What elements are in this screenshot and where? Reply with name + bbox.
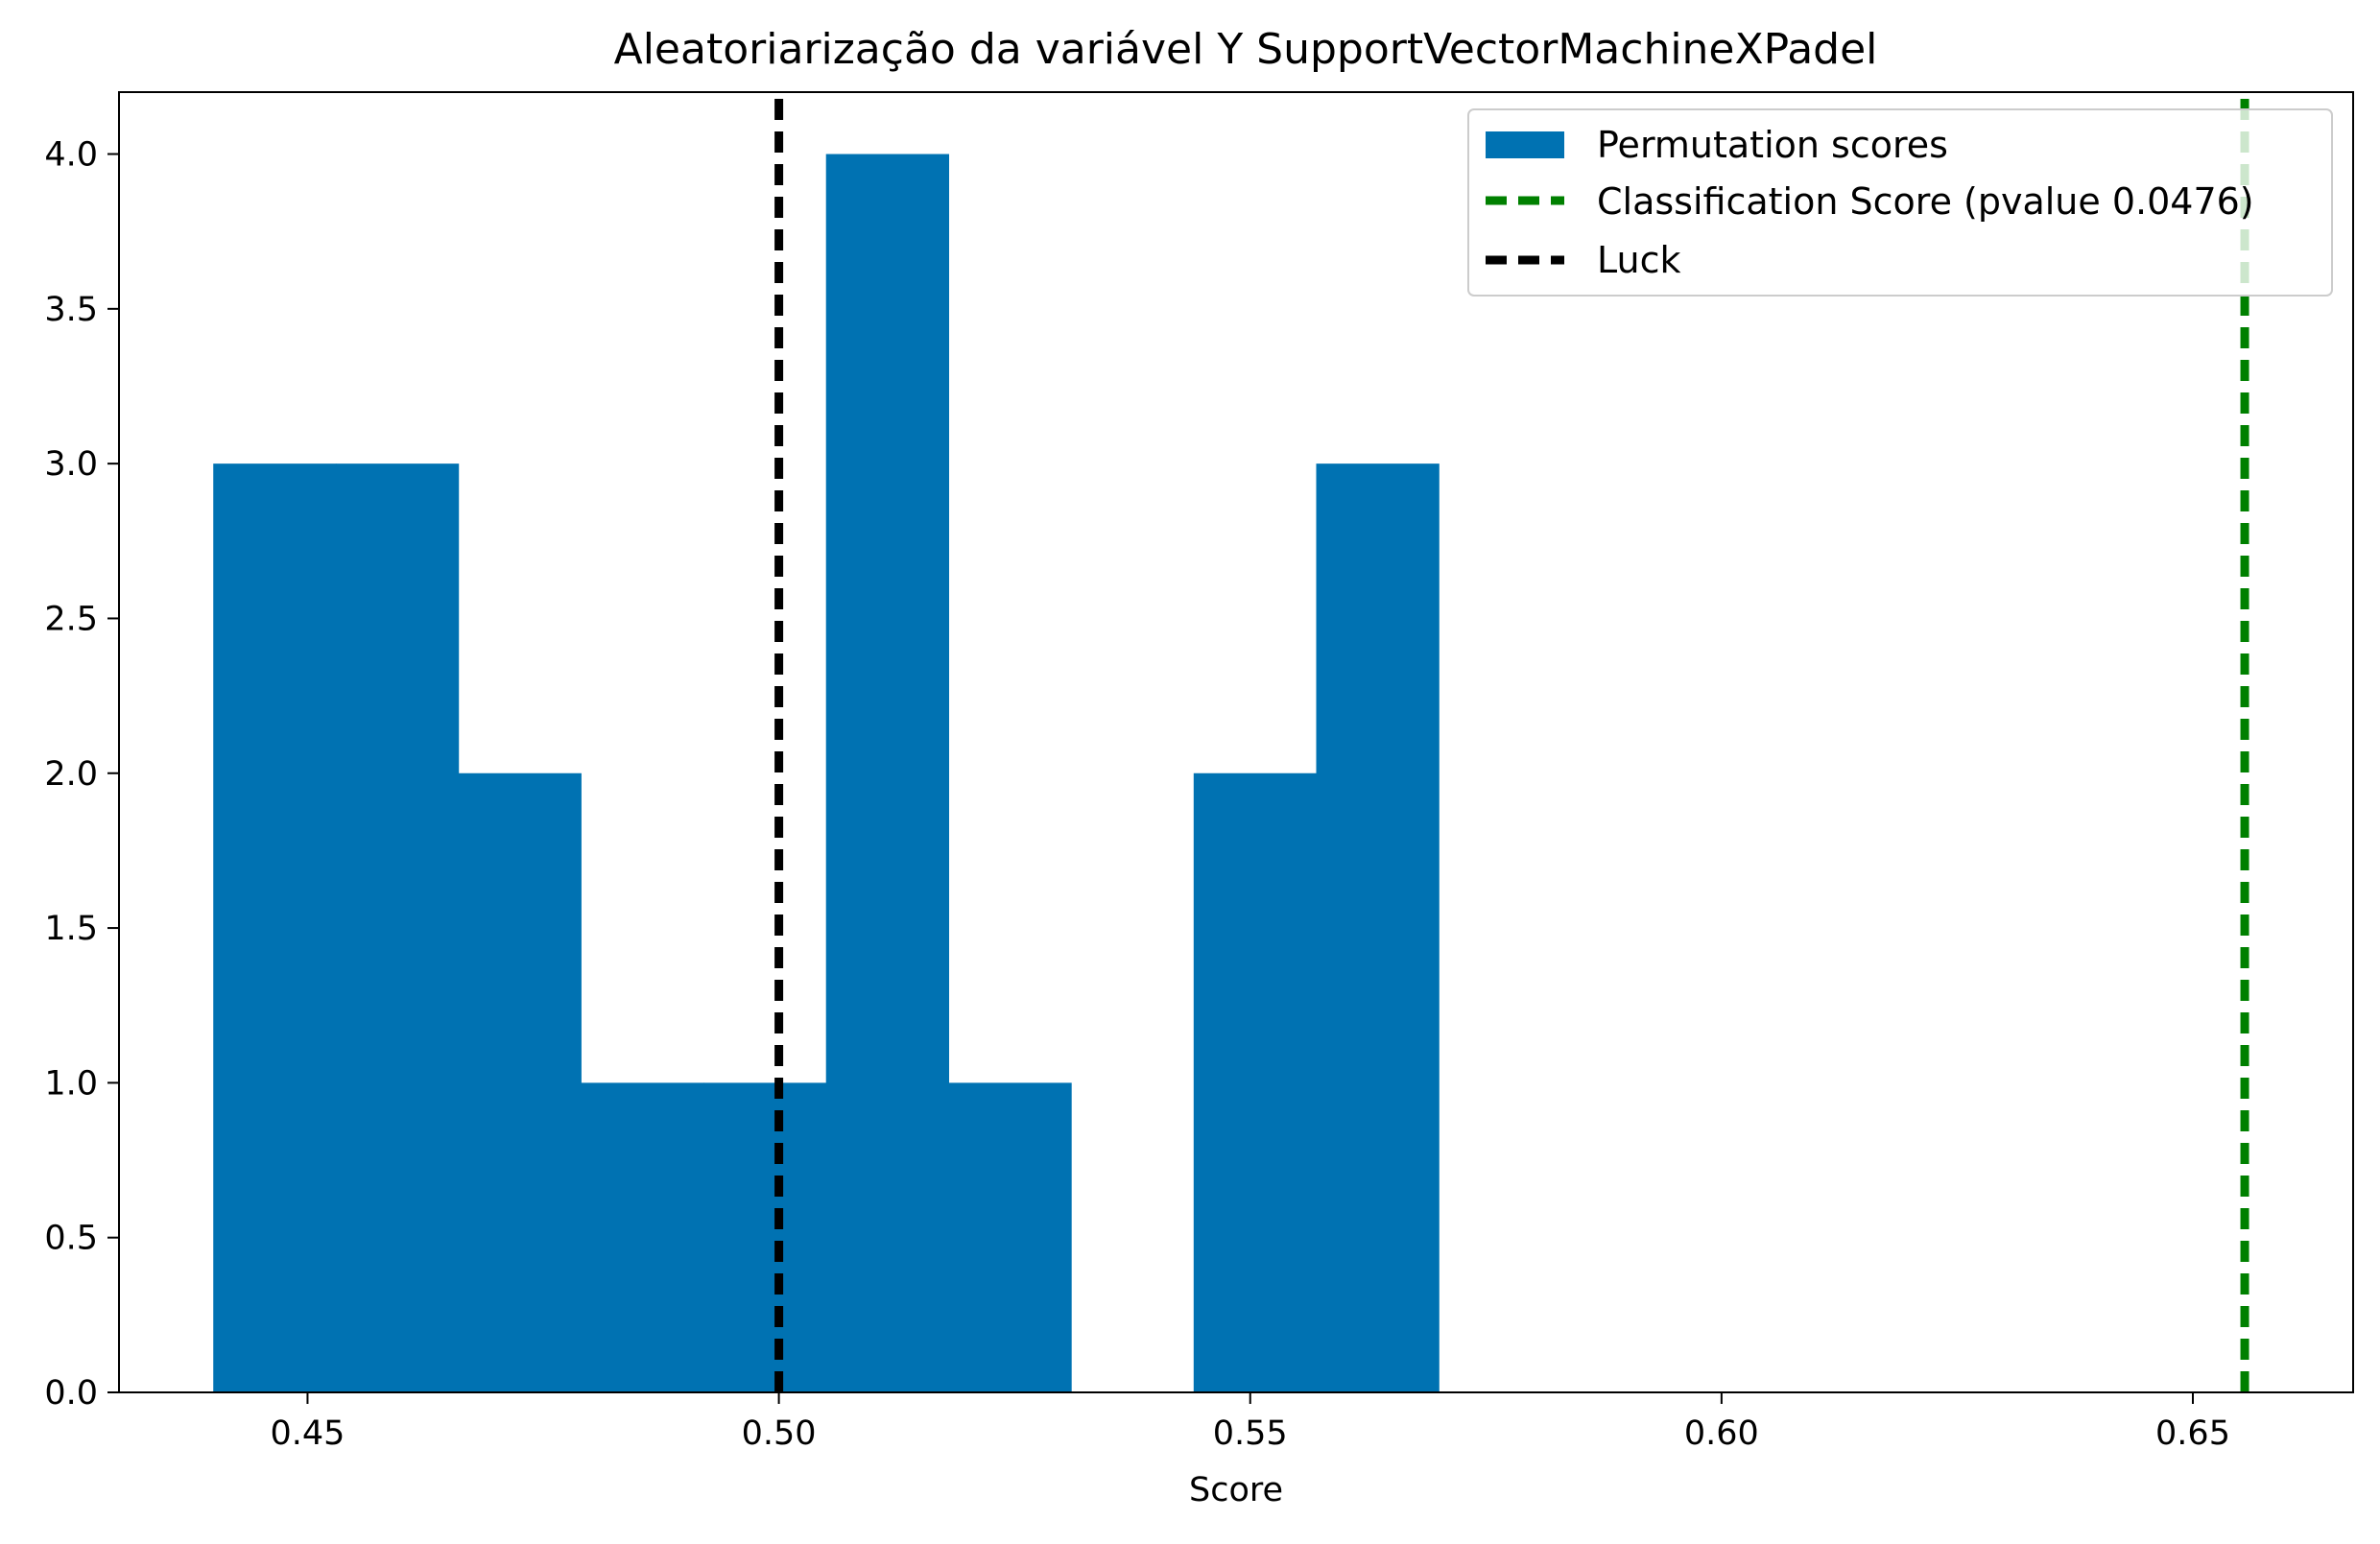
legend-label-luck: Luck bbox=[1597, 239, 1681, 281]
y-tick-label: 2.0 bbox=[44, 755, 98, 794]
reference-lines bbox=[774, 92, 2249, 1392]
y-tick-label: 3.5 bbox=[44, 291, 98, 329]
x-axis-ticks: 0.45 0.50 0.55 0.60 0.65 bbox=[270, 1392, 2230, 1453]
y-tick-label: 1.5 bbox=[44, 910, 98, 948]
histogram-bar bbox=[948, 1082, 1072, 1392]
y-axis-ticks: 0.0 0.5 1.0 1.5 2.0 2.5 3.0 3.5 4.0 bbox=[44, 136, 119, 1413]
y-tick-label: 3.0 bbox=[44, 445, 98, 484]
histogram-bars bbox=[213, 154, 1440, 1393]
histogram-bar bbox=[825, 154, 950, 1392]
x-tick-label: 0.50 bbox=[742, 1414, 817, 1453]
histogram-bar bbox=[1316, 463, 1440, 1393]
chart-title: Aleatoriarização da variável Y SupportVe… bbox=[614, 25, 1878, 74]
histogram-bar bbox=[213, 463, 337, 1393]
x-tick-label: 0.60 bbox=[1684, 1414, 1759, 1453]
x-tick-label: 0.55 bbox=[1213, 1414, 1288, 1453]
histogram-bar bbox=[703, 1082, 827, 1392]
x-tick-label: 0.65 bbox=[2155, 1414, 2230, 1453]
legend-swatch-permutation bbox=[1486, 131, 1564, 158]
y-tick-label: 4.0 bbox=[44, 136, 98, 175]
x-tick-label: 0.45 bbox=[270, 1414, 345, 1453]
histogram-bar bbox=[335, 463, 460, 1393]
legend-box bbox=[1467, 108, 2333, 297]
legend: Permutation scores Classification Score … bbox=[1467, 108, 2333, 297]
y-tick-label: 0.0 bbox=[44, 1374, 98, 1413]
histogram-bar bbox=[581, 1082, 704, 1392]
histogram-bar bbox=[458, 772, 582, 1392]
y-tick-label: 1.0 bbox=[44, 1064, 98, 1103]
y-tick-label: 0.5 bbox=[44, 1220, 98, 1258]
plot-frame bbox=[118, 91, 2354, 1393]
legend-label-classification: Classification Score (pvalue 0.0476) bbox=[1597, 180, 2254, 223]
legend-label-permutation: Permutation scores bbox=[1597, 124, 1948, 166]
y-tick-label: 2.5 bbox=[44, 600, 98, 638]
histogram-bar bbox=[1193, 772, 1318, 1392]
x-axis-label: Score bbox=[1189, 1471, 1283, 1509]
